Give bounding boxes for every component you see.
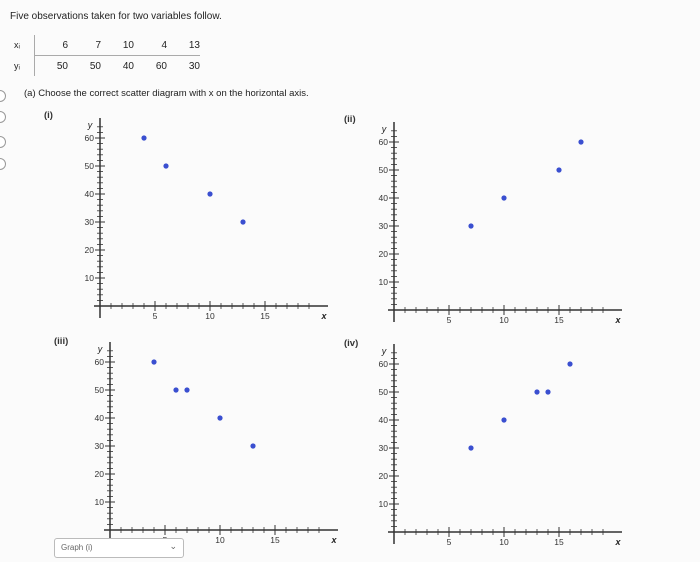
graph-label-iii: (iii): [54, 336, 69, 347]
data-point: [501, 417, 507, 423]
scatter-plot-iv: 5 10 15 10 20 30 40 50 60 x y: [379, 344, 622, 547]
radio-button[interactable]: [0, 136, 6, 148]
x-tick-label: 5: [447, 537, 452, 547]
graph-label-i: (i): [44, 110, 53, 121]
y-axis-label: y: [381, 124, 387, 134]
data-point: [567, 361, 573, 367]
data-point: [578, 139, 584, 145]
y-tick-label: 10: [379, 499, 389, 509]
y-tick-label: 30: [85, 217, 95, 227]
x-tick-label: 10: [499, 315, 509, 325]
y-axis-label: y: [87, 120, 93, 130]
y-axis-label: y: [97, 344, 103, 354]
x-tick-label: 5: [153, 311, 158, 321]
scatter-plot-i: 5 10 15 10 20 30 40 50 60 x y: [85, 118, 328, 321]
scatter-plot-ii: 5 10 15 10 20 30 40 50 60 x y: [379, 122, 622, 325]
radio-button[interactable]: [0, 111, 6, 123]
y-tick-label: 30: [379, 443, 389, 453]
y-tick-label: 20: [85, 245, 95, 255]
data-point: [545, 389, 551, 395]
table-cell: 40: [122, 60, 134, 72]
data-point: [468, 223, 474, 229]
data-point: [534, 389, 540, 395]
table-cell: 30: [188, 60, 200, 72]
y-tick-label: 60: [379, 137, 389, 147]
y-tick-label: 20: [95, 469, 105, 479]
x-tick-label: 10: [499, 537, 509, 547]
radio-button[interactable]: [0, 158, 6, 170]
y-tick-label: 60: [95, 357, 105, 367]
x-tick-label: 10: [215, 535, 225, 545]
x-tick-label: 10: [205, 311, 215, 321]
y-tick-label: 40: [85, 189, 95, 199]
data-point: [556, 167, 562, 173]
graph-label-ii: (ii): [344, 114, 356, 125]
x-tick-label: 5: [447, 315, 452, 325]
x-tick-label: 15: [260, 311, 270, 321]
data-point: [151, 359, 157, 365]
data-point: [468, 445, 474, 451]
y-tick-label: 10: [95, 497, 105, 507]
y-tick-label: 60: [85, 133, 95, 143]
data-table: xᵢ 6 7 10 4 13 yᵢ 50 50 40 60 30: [10, 35, 200, 76]
y-tick-label: 10: [379, 277, 389, 287]
x-tick-label: 15: [554, 315, 564, 325]
data-point: [207, 191, 213, 197]
y-tick-label: 50: [85, 161, 95, 171]
y-axis-label: y: [381, 346, 387, 356]
table-cell: 50: [56, 60, 68, 72]
data-point: [173, 387, 179, 393]
x-label: xᵢ: [10, 35, 35, 56]
graph-select[interactable]: Graph (i) ⌄: [54, 538, 184, 558]
y-tick-label: 30: [379, 221, 389, 231]
radio-button[interactable]: [0, 90, 6, 102]
y-tick-label: 50: [379, 165, 389, 175]
x-tick-label: 15: [554, 537, 564, 547]
data-point: [141, 135, 147, 141]
table-cell: 60: [155, 60, 167, 72]
data-point: [217, 415, 223, 421]
x-axis-label: x: [330, 535, 337, 545]
table-cell: 4: [134, 35, 167, 56]
table-cell: 7: [68, 35, 101, 56]
table-cell: 13: [167, 35, 200, 56]
y-tick-label: 20: [379, 471, 389, 481]
y-tick-label: 10: [85, 273, 95, 283]
data-point: [250, 443, 256, 449]
table-cell: 6: [34, 35, 68, 56]
graph-label-iv: (iv): [344, 338, 359, 349]
y-tick-label: 30: [95, 441, 105, 451]
data-point: [501, 195, 507, 201]
intro-text: Five observations taken for two variable…: [10, 11, 222, 22]
x-tick-label: 15: [270, 535, 280, 545]
table-cell: 10: [101, 35, 134, 56]
y-label: yᵢ: [10, 55, 35, 76]
data-point: [163, 163, 169, 169]
table-cell: 50: [89, 60, 101, 72]
data-point: [240, 219, 246, 225]
y-tick-label: 50: [95, 385, 105, 395]
y-tick-label: 60: [379, 359, 389, 369]
chevron-down-icon: ⌄: [169, 541, 177, 551]
question-text: (a) Choose the correct scatter diagram w…: [24, 88, 309, 99]
table-row: yᵢ 50 50 40 60 30: [10, 55, 200, 76]
x-axis-label: x: [614, 537, 621, 547]
data-point: [184, 387, 190, 393]
y-tick-label: 40: [379, 193, 389, 203]
y-tick-label: 40: [379, 415, 389, 425]
x-axis-label: x: [320, 311, 327, 321]
table-row: xᵢ 6 7 10 4 13: [10, 35, 200, 56]
y-tick-label: 40: [95, 413, 105, 423]
x-axis-label: x: [614, 315, 621, 325]
y-tick-label: 20: [379, 249, 389, 259]
y-tick-label: 50: [379, 387, 389, 397]
